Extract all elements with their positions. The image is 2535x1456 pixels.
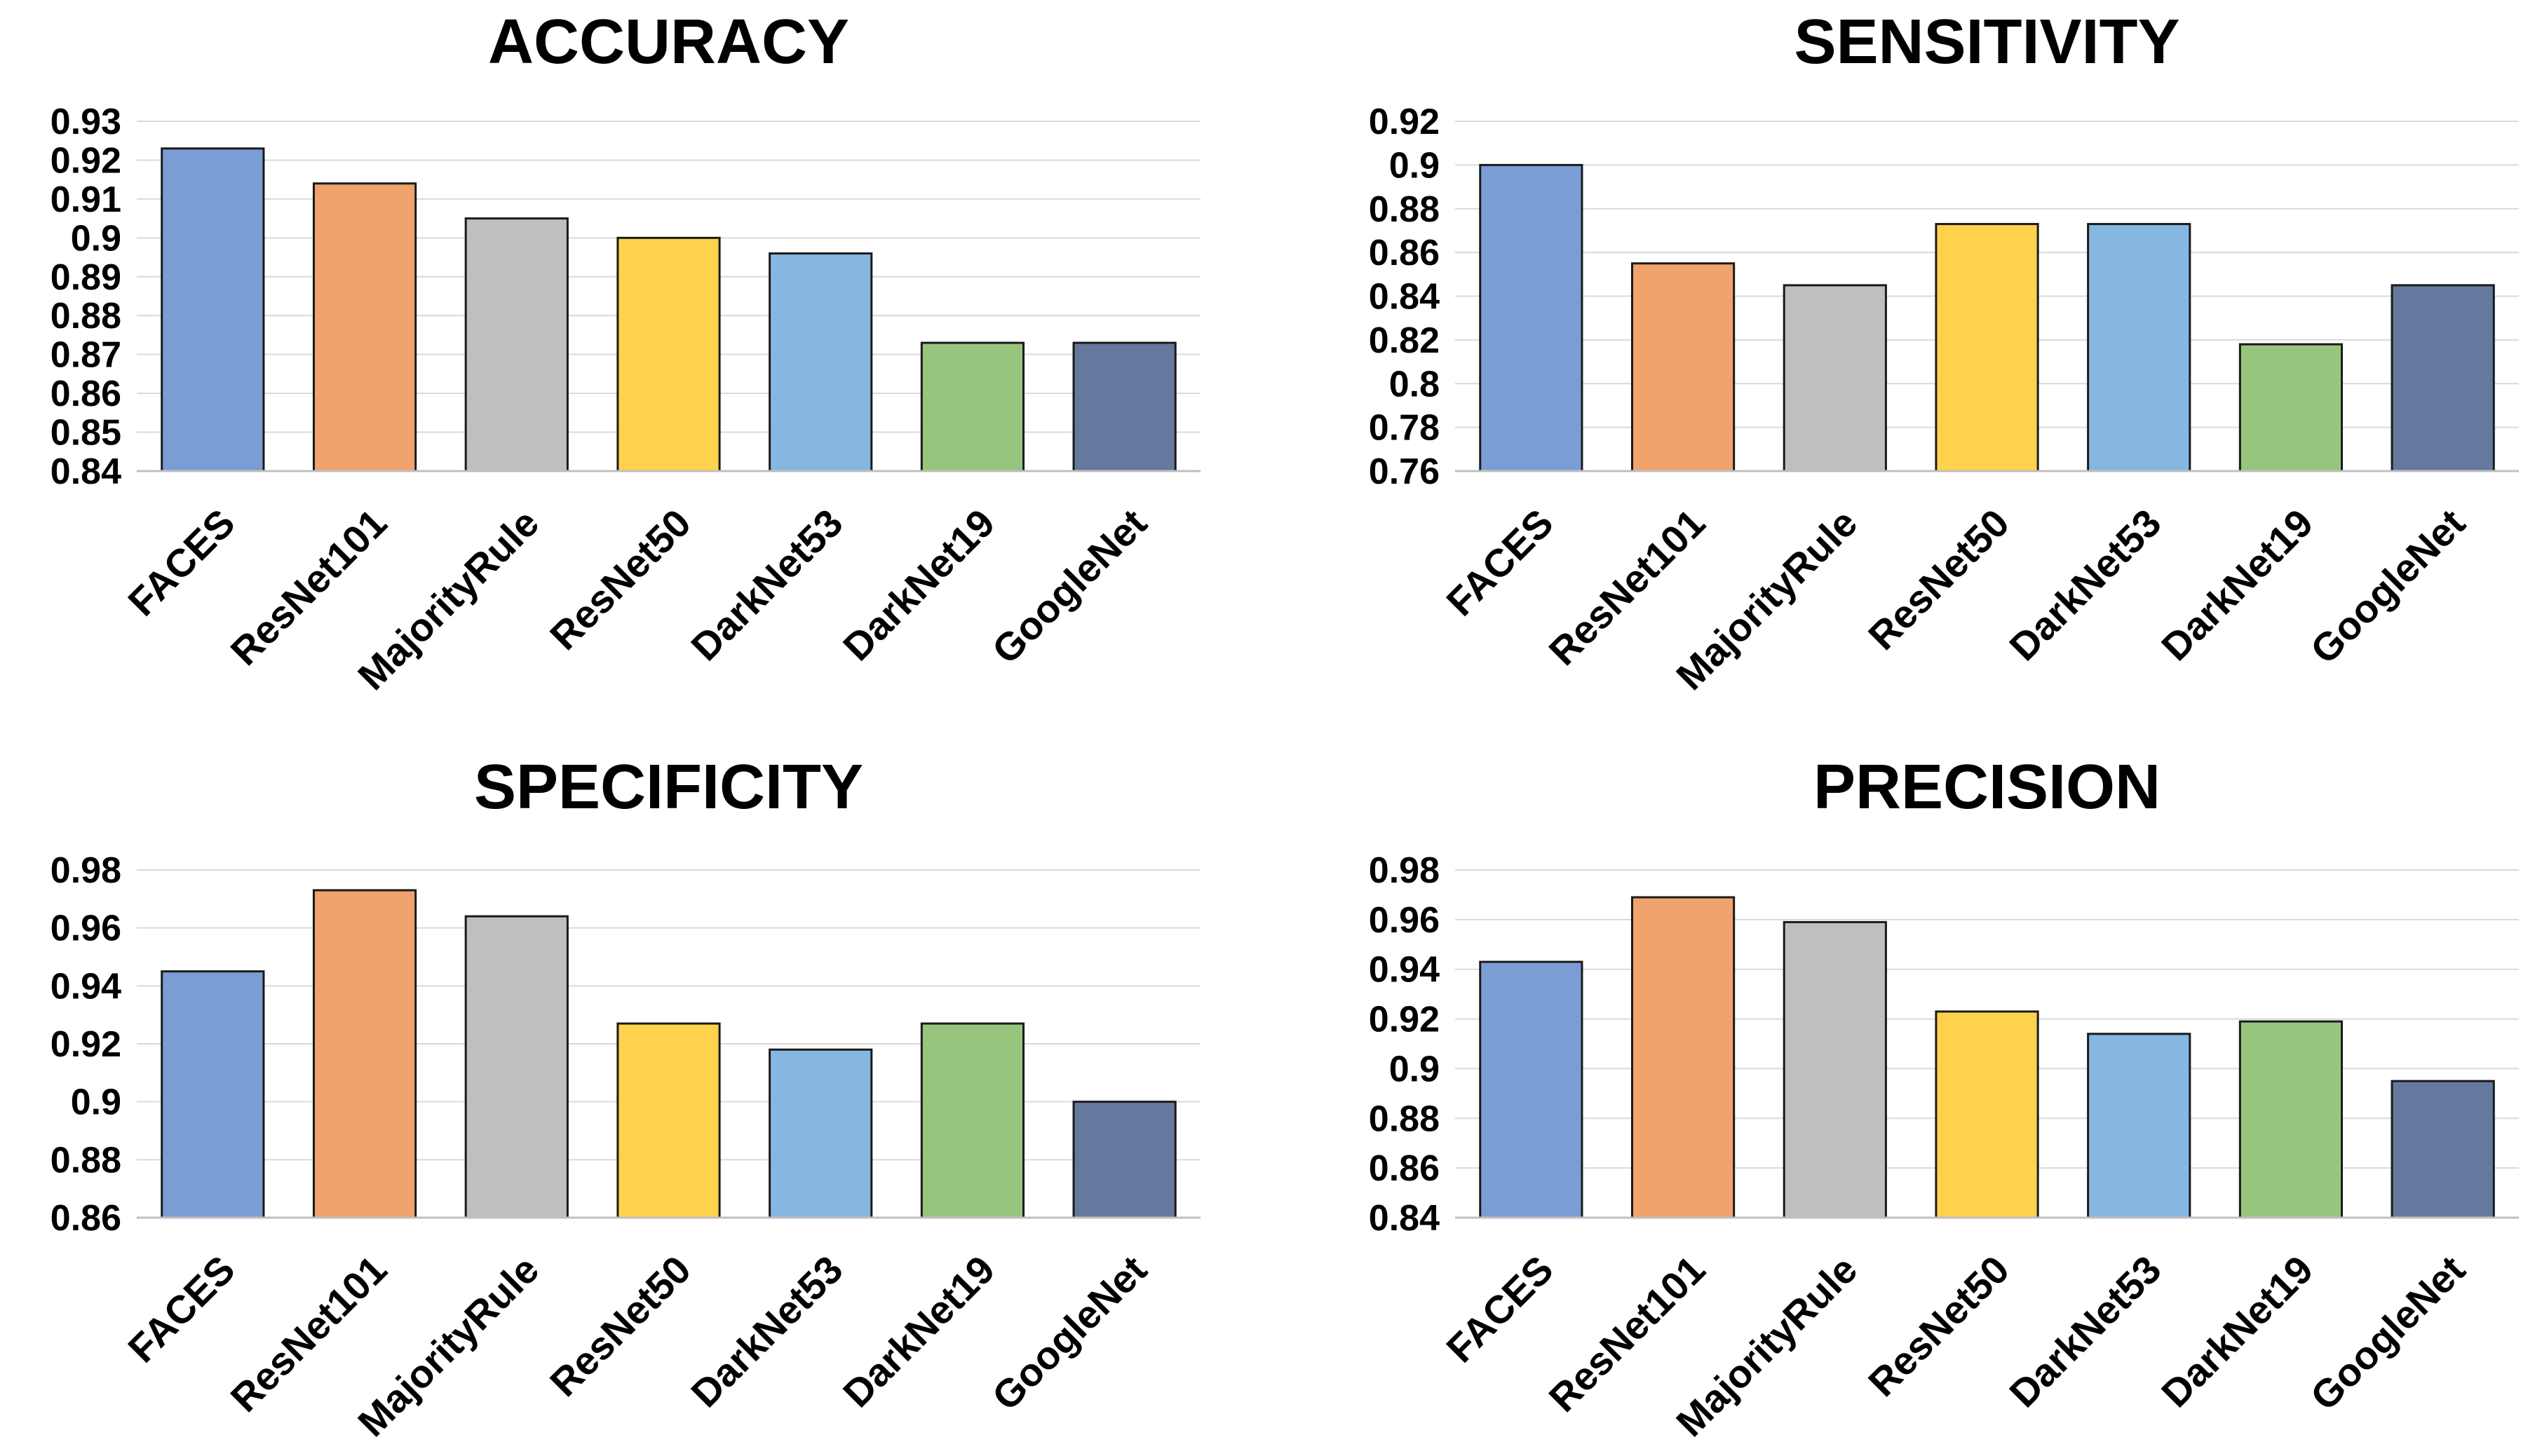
chart-accuracy: ACCURACY 0.840.850.860.870.880.890.90.91…: [50, 7, 1201, 698]
bar-resnet50: [1935, 223, 2039, 472]
y-tick-label: 0.82: [1369, 320, 1440, 361]
bar-majorityrule: [464, 217, 569, 472]
x-tick-label: DarkNet53: [2001, 501, 2169, 669]
y-tick-label: 0.92: [1369, 102, 1440, 142]
chart-precision: PRECISION 0.84 0.86 0.88 0.9 0.92 0.94 0.96 0.9…: [1369, 752, 2519, 1445]
bar-resnet101: [1630, 896, 1736, 1219]
y-tick-label: 0.86: [50, 374, 121, 414]
y-tick-label: 0.88: [1369, 189, 1440, 230]
x-tick-label: GoogleNet: [983, 501, 1155, 672]
bar-darknet19: [920, 1022, 1025, 1219]
x-tick-label: ResNet50: [1860, 501, 2017, 658]
x-tick-label: ResNet50: [541, 1247, 699, 1405]
y-tick-label: 0.91: [50, 179, 121, 220]
bar-darknet19: [920, 341, 1025, 472]
y-tick-label: 0.9: [71, 1082, 121, 1123]
bar-googlenet: [2391, 1080, 2495, 1219]
chart-title: ACCURACY: [488, 7, 849, 77]
x-tick-label: DarkNet19: [834, 501, 1003, 669]
y-tick-label: 0.92: [1369, 1000, 1440, 1040]
y-tick-label: 0.88: [1369, 1098, 1440, 1139]
x-tick-label: FACES: [1438, 1247, 1562, 1371]
x-tick-label: GoogleNet: [2301, 501, 2473, 672]
bar-resnet101: [312, 182, 417, 472]
bar-darknet53: [2087, 1033, 2191, 1219]
bar-resnet50: [616, 1022, 721, 1219]
x-tick-label: DarkNet53: [682, 501, 851, 669]
chart-title: PRECISION: [1813, 752, 2161, 822]
y-tick-label: 0.98: [50, 850, 121, 891]
y-tick-label: 0.9: [1389, 145, 1440, 186]
y-tick-label: 0.94: [1369, 950, 1440, 991]
chart-title: SPECIFICITY: [474, 752, 863, 822]
y-tick-label: 0.84: [50, 451, 121, 492]
x-tick-label: FACES: [119, 1247, 243, 1371]
y-tick-label: 0.88: [50, 1140, 121, 1181]
y-tick-label: 0.93: [50, 102, 121, 142]
x-tick-label: DarkNet19: [2153, 1247, 2321, 1415]
y-tick-label: 0.86: [50, 1198, 121, 1239]
x-tick-label: FACES: [119, 501, 243, 625]
bar-faces: [1479, 163, 1583, 472]
y-tick-label: 0.96: [50, 909, 121, 949]
chart-title: SENSITIVITY: [1794, 7, 2179, 77]
y-tick-label: 0.8: [1389, 364, 1440, 404]
bar-faces: [161, 147, 265, 472]
y-tick-label: 0.85: [50, 413, 121, 454]
bar-googlenet: [2391, 284, 2495, 472]
bar-darknet19: [2238, 1020, 2344, 1219]
bar-darknet53: [2087, 223, 2191, 472]
y-tick-label: 0.89: [50, 257, 121, 298]
chart-sensitivity: SENSITIVITY 0.760.780.80.820.840.860.880…: [1369, 7, 2519, 698]
bar-resnet101: [312, 889, 417, 1219]
y-tick-label: 0.86: [1369, 233, 1440, 273]
bar-darknet53: [769, 1048, 873, 1219]
bar-faces: [161, 970, 265, 1219]
y-tick-label: 0.96: [1369, 900, 1440, 941]
x-tick-label: DarkNet19: [834, 1247, 1003, 1415]
y-tick-label: 0.92: [50, 1024, 121, 1065]
bar-darknet19: [2238, 343, 2344, 472]
y-tick-label: 0.86: [1369, 1148, 1440, 1189]
bar-darknet53: [769, 252, 873, 472]
x-tick-label: GoogleNet: [983, 1247, 1155, 1419]
bar-majorityrule: [464, 915, 569, 1219]
bar-googlenet: [1072, 341, 1177, 472]
x-tick-label: ResNet50: [541, 501, 699, 658]
y-tick-label: 0.78: [1369, 408, 1440, 449]
y-tick-label: 0.84: [1369, 1198, 1440, 1239]
bar-majorityrule: [1783, 920, 1887, 1219]
x-tick-label: DarkNet53: [682, 1247, 851, 1415]
bar-googlenet: [1072, 1101, 1177, 1219]
bar-majorityrule: [1783, 284, 1887, 472]
y-tick-label: 0.88: [50, 296, 121, 336]
x-tick-label: DarkNet19: [2153, 501, 2321, 669]
y-tick-label: 0.9: [71, 218, 121, 259]
x-tick-label: FACES: [1438, 501, 1562, 625]
bar-faces: [1479, 960, 1583, 1219]
x-tick-label: GoogleNet: [2301, 1247, 2473, 1419]
bar-resnet50: [616, 236, 721, 472]
y-tick-label: 0.92: [50, 140, 121, 181]
chart-specificity: SPECIFICITY 0.86 0.88 0.9 0.92 0.94 0.96 0.98 F…: [50, 752, 1201, 1445]
x-tick-label: DarkNet53: [2001, 1247, 2169, 1415]
y-tick-label: 0.9: [1389, 1049, 1440, 1089]
y-tick-label: 0.84: [1369, 277, 1440, 318]
bar-resnet50: [1935, 1010, 2039, 1219]
x-tick-label: ResNet50: [1860, 1247, 2017, 1405]
y-tick-label: 0.98: [1369, 850, 1440, 891]
y-tick-label: 0.76: [1369, 451, 1440, 492]
y-tick-label: 0.87: [50, 335, 121, 376]
bar-resnet101: [1630, 262, 1736, 472]
y-tick-label: 0.94: [50, 966, 121, 1007]
